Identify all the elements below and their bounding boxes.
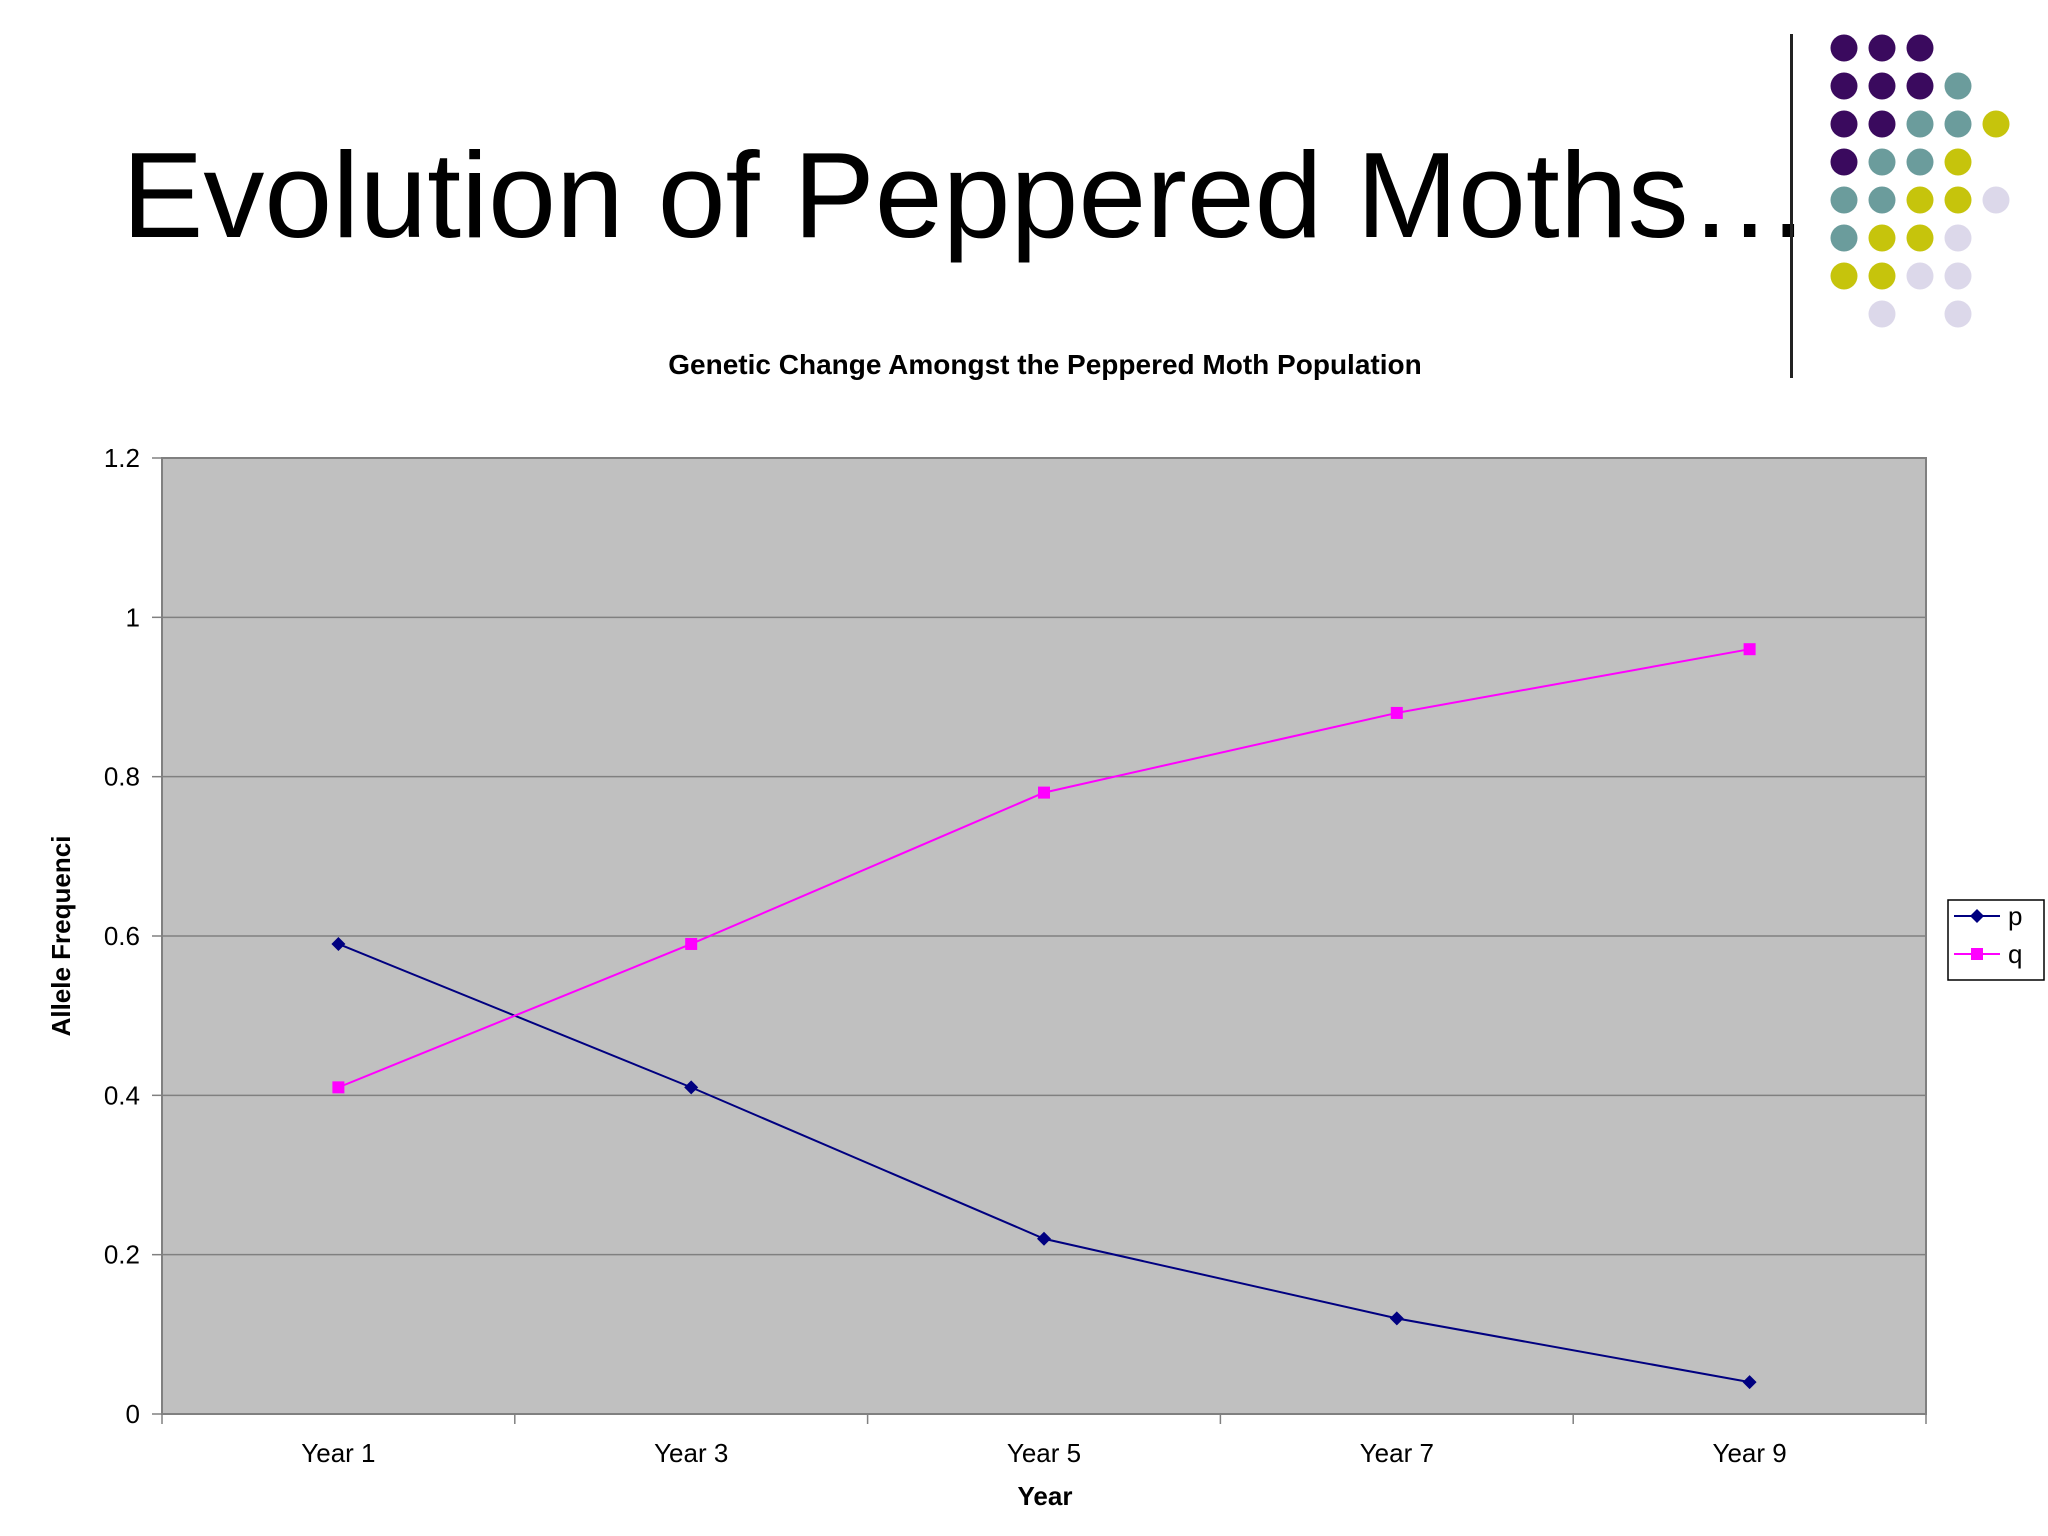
data-point-q bbox=[685, 937, 698, 950]
x-tick-label: Year 1 bbox=[301, 1438, 375, 1468]
gridlines bbox=[162, 616, 1926, 1256]
data-point-q bbox=[1038, 786, 1050, 799]
data-point-q bbox=[332, 1081, 345, 1094]
decorative-dot bbox=[1906, 262, 1934, 290]
y-tick-label: 0.2 bbox=[104, 1240, 140, 1270]
y-tick-label: 0.4 bbox=[104, 1080, 140, 1110]
data-point-p bbox=[331, 936, 346, 951]
decorative-dot bbox=[1906, 148, 1934, 176]
data-point-q bbox=[1743, 643, 1756, 656]
decorative-dot bbox=[1868, 148, 1896, 176]
x-axis-label: Year bbox=[1018, 1481, 1073, 1511]
decorative-dot-grid bbox=[1830, 34, 2010, 328]
legend-marker-p bbox=[1970, 909, 1984, 923]
legend-marker-q bbox=[1971, 948, 1983, 960]
x-tick-label: Year 9 bbox=[1712, 1438, 1786, 1468]
decorative-dot bbox=[1906, 34, 1934, 62]
decorative-dot bbox=[1868, 300, 1896, 328]
y-tick-label: 0.6 bbox=[104, 921, 140, 951]
decorative-dot bbox=[1944, 72, 1972, 100]
decorative-dot bbox=[1944, 186, 1972, 214]
decorative-dot bbox=[1868, 224, 1896, 252]
decorative-dot bbox=[1944, 148, 1972, 176]
x-tick-label: Year 7 bbox=[1360, 1438, 1434, 1468]
decorative-dot bbox=[1982, 110, 2010, 138]
series-p bbox=[331, 936, 1757, 1390]
series-q bbox=[332, 643, 1756, 1094]
data-point-p bbox=[1742, 1375, 1757, 1390]
y-tick-label: 1 bbox=[126, 602, 140, 632]
legend-label-p: p bbox=[2008, 901, 2022, 931]
data-point-p bbox=[1389, 1311, 1404, 1326]
decorative-dot bbox=[1830, 72, 1858, 100]
decorative-dot bbox=[1906, 110, 1934, 138]
x-axis-ticks: Year 1 Year 3 Year 5 Year 7 Year 9 bbox=[161, 1414, 1927, 1468]
slide-title: Evolution of Peppered Moths… bbox=[122, 127, 1811, 263]
decorative-dot bbox=[1868, 262, 1896, 290]
decorative-dot bbox=[1944, 224, 1972, 252]
decorative-dot bbox=[1830, 186, 1858, 214]
x-tick-label: Year 5 bbox=[1007, 1438, 1081, 1468]
legend-label-q: q bbox=[2008, 939, 2022, 969]
y-tick-label: 0 bbox=[126, 1399, 140, 1429]
decorative-dot bbox=[1830, 224, 1858, 252]
data-point-p bbox=[1037, 1231, 1051, 1246]
legend-box bbox=[1947, 899, 2045, 981]
decorative-dot bbox=[1944, 262, 1972, 290]
chart-title: Genetic Change Amongst the Peppered Moth… bbox=[668, 349, 1421, 380]
decorative-dot bbox=[1830, 110, 1858, 138]
decorative-dot bbox=[1944, 110, 1972, 138]
decorative-dot bbox=[1868, 72, 1896, 100]
decorative-dot bbox=[1830, 262, 1858, 290]
decorative-dot bbox=[1830, 34, 1858, 62]
series-layer bbox=[331, 643, 1757, 1390]
data-point-q bbox=[1390, 706, 1403, 719]
decorative-dot bbox=[1868, 110, 1896, 138]
chart-legend: pq bbox=[1947, 899, 2045, 981]
decorative-dot bbox=[1944, 300, 1972, 328]
decorative-dot bbox=[1906, 72, 1934, 100]
title-divider bbox=[1790, 34, 1793, 378]
data-point-p bbox=[684, 1080, 699, 1095]
decorative-dot bbox=[1982, 186, 2010, 214]
y-axis-label: Allele Frequenci bbox=[46, 836, 76, 1037]
y-axis-ticks: 0 0.2 0.4 0.6 0.8 1 1.2 bbox=[104, 443, 162, 1429]
decorative-dot bbox=[1868, 186, 1896, 214]
y-tick-label: 0.8 bbox=[104, 762, 140, 792]
decorative-dot bbox=[1906, 224, 1934, 252]
decorative-dot bbox=[1830, 148, 1858, 176]
decorative-dot bbox=[1906, 186, 1934, 214]
y-tick-label: 1.2 bbox=[104, 443, 140, 473]
decorative-dot bbox=[1868, 34, 1896, 62]
x-tick-label: Year 3 bbox=[654, 1438, 728, 1468]
